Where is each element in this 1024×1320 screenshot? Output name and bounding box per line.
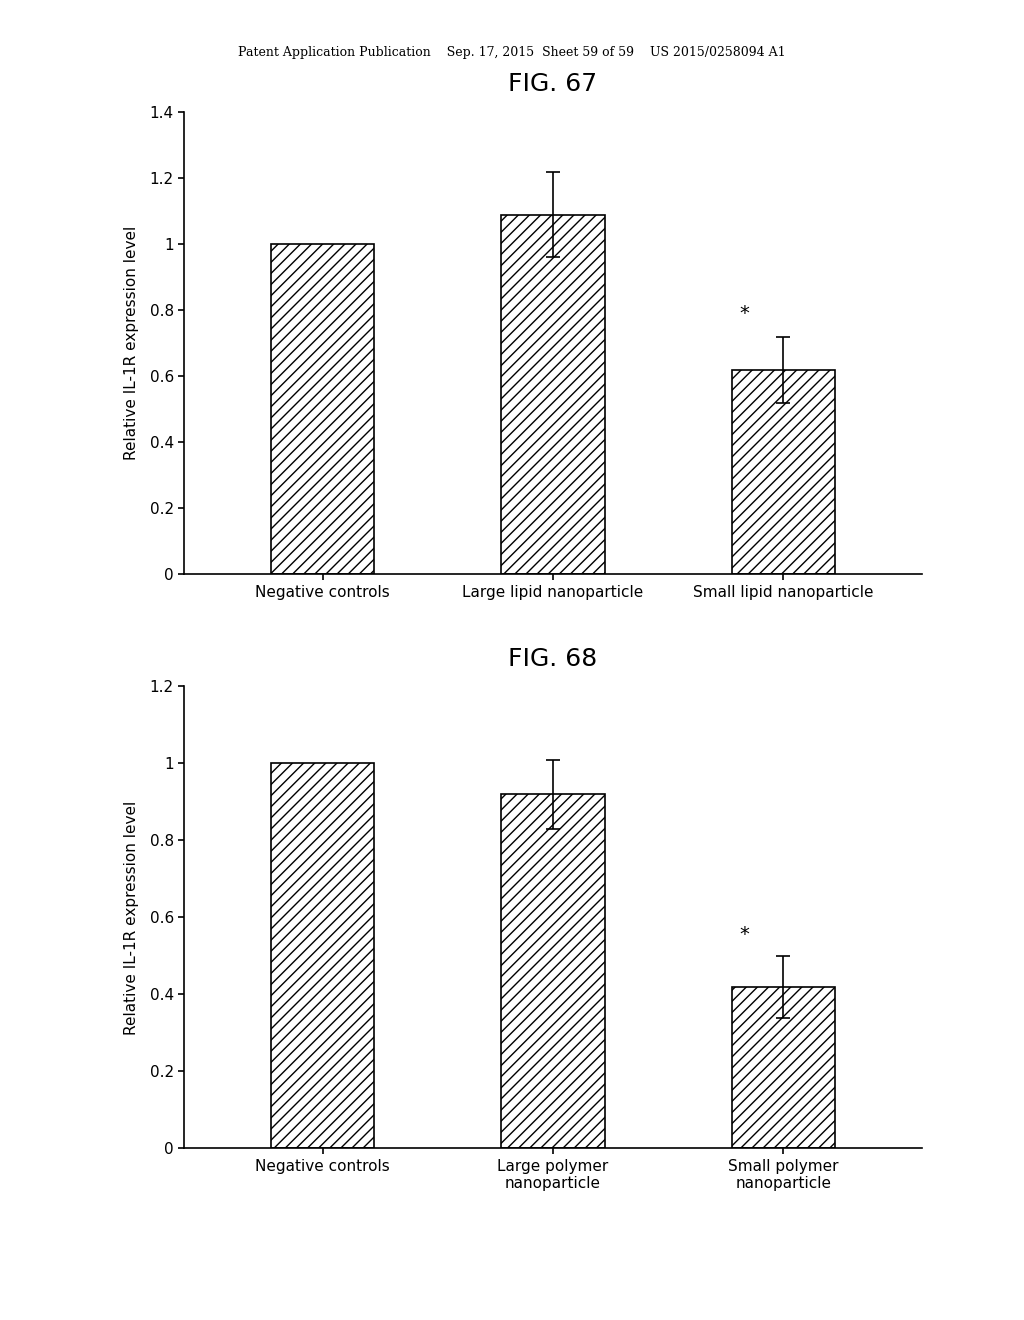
Bar (501, 795, 605, 1148)
Bar (731, 370, 836, 574)
Bar (270, 244, 375, 574)
Title: FIG. 68: FIG. 68 (508, 647, 598, 671)
Bar (731, 987, 836, 1148)
Bar (270, 763, 375, 1148)
Text: *: * (739, 305, 750, 323)
Bar (501, 214, 605, 574)
Text: Patent Application Publication    Sep. 17, 2015  Sheet 59 of 59    US 2015/02580: Patent Application Publication Sep. 17, … (239, 46, 785, 59)
Y-axis label: Relative IL-1R expression level: Relative IL-1R expression level (124, 800, 138, 1035)
Y-axis label: Relative IL-1R expression level: Relative IL-1R expression level (124, 226, 138, 461)
Text: *: * (739, 925, 750, 944)
Title: FIG. 67: FIG. 67 (508, 73, 598, 96)
